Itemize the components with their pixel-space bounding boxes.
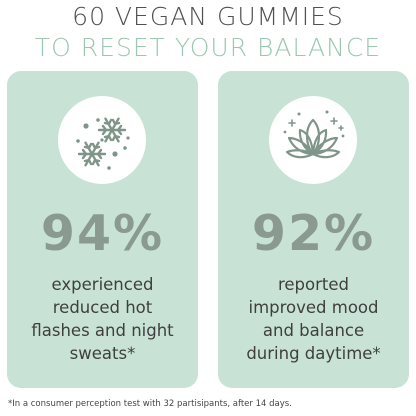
card-description: experienced reduced hot flashes and nigh… [7,273,198,365]
card-description: reported improved mood and balance durin… [218,273,409,365]
headline-line1: 60 VEGAN GUMMIES [72,2,344,31]
percent-value: 94% [40,205,165,262]
description-line: reported [277,275,350,294]
snowflakes-icon [76,117,130,170]
percent-value: 92% [251,205,376,262]
description-line: experienced [51,275,154,294]
description-line: flashes and night [31,321,174,340]
lotus-icon-circle [269,96,357,184]
hot-flashes-card: 94% experienced reduced hot flashes and … [7,71,198,388]
description-line: reduced hot [52,298,153,317]
description-line: sweats* [69,344,136,363]
description-line: improved mood [248,298,379,317]
description-line: during daytime* [246,344,381,363]
snowflakes-icon-circle [58,96,146,184]
headline-line2: TO RESET YOUR BALANCE [34,33,382,62]
mood-balance-card: 92% reported improved mood and balance d… [218,71,409,388]
lotus-icon [283,110,345,159]
footnote: *In a consumer perception test with 32 p… [8,399,292,409]
description-line: and balance [262,321,365,340]
